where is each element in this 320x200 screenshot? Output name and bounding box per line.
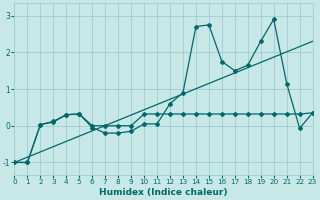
X-axis label: Humidex (Indice chaleur): Humidex (Indice chaleur) xyxy=(99,188,228,197)
